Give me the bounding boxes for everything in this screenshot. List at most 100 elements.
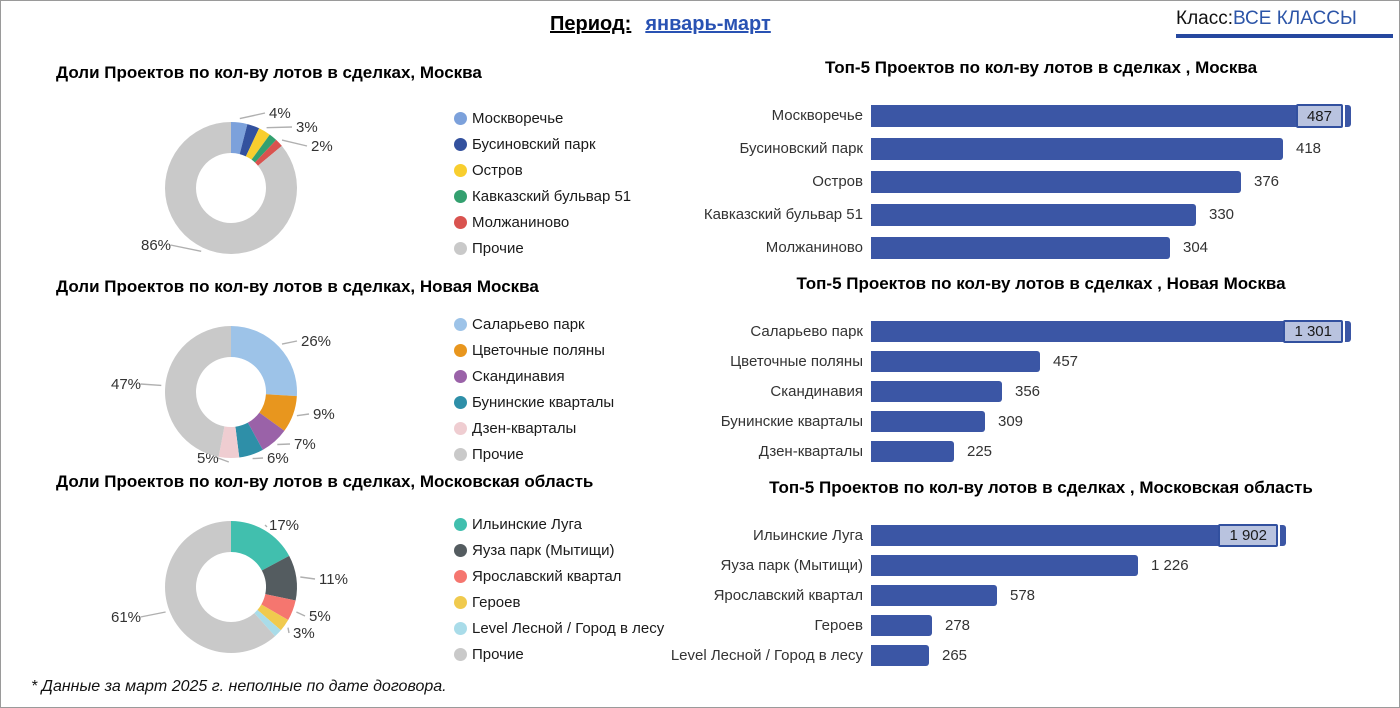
bar-category-label: Молжаниново — [765, 239, 863, 256]
legend-color-dot — [454, 595, 467, 609]
donut-chart-new-moscow[interactable]: 26% 9% 7% 6% 5% 47% — [21, 294, 461, 479]
legend-color-dot — [454, 215, 467, 229]
legend-label: Ярославский квартал — [472, 567, 622, 585]
legend-row: Прочие — [454, 641, 524, 667]
percent-label: 11% — [319, 571, 348, 588]
legend-row: Бунинские кварталы — [454, 389, 614, 415]
legend-color-dot — [454, 543, 467, 557]
bar[interactable] — [871, 204, 1196, 226]
legend-color-dot — [454, 369, 467, 383]
bar[interactable]: 1 301 — [871, 320, 1351, 343]
donut-title-moscow-region: Доли Проектов по кол-ву лотов в сделках,… — [56, 472, 594, 491]
period-value-link[interactable]: январь-март — [645, 13, 771, 35]
donut-slice[interactable] — [261, 594, 296, 620]
donut-slice[interactable] — [231, 122, 248, 155]
bar-category-label: Скандинавия — [770, 383, 863, 400]
bar-category-label: Ильинские Луга — [753, 527, 863, 544]
percent-label: 86% — [141, 237, 171, 254]
label-leader-line — [170, 244, 202, 252]
bar[interactable] — [871, 351, 1040, 372]
bar-row: Цветочные поляны 457 — [601, 351, 1391, 372]
legend-color-dot — [454, 647, 467, 661]
percent-label: 2% — [311, 138, 333, 155]
class-value-link[interactable]: ВСЕ КЛАССЫ — [1233, 8, 1357, 29]
legend-label: Саларьево парк — [472, 315, 585, 333]
label-leader-line — [266, 126, 293, 129]
label-leader-line — [296, 611, 306, 617]
donut-slice[interactable] — [231, 521, 290, 571]
bar[interactable] — [871, 138, 1283, 160]
bar-chart-new-moscow[interactable]: Саларьево парк 1 301 Цветочные поляны 457 Ск… — [601, 320, 1391, 462]
donut-slice[interactable] — [231, 326, 297, 397]
donut-title-moscow: Доли Проектов по кол-ву лотов в сделках,… — [56, 63, 482, 82]
bar[interactable]: 1 902 — [871, 524, 1286, 547]
label-leader-line — [287, 627, 290, 634]
legend-label: Яуза парк (Мытищи) — [472, 541, 615, 559]
legend-label: Дзен-кварталы — [472, 419, 577, 437]
legend-label: Молжаниново — [472, 213, 570, 231]
bar-row: Level Лесной / Город в лесу 265 — [601, 645, 1391, 666]
donut-slice[interactable] — [247, 412, 285, 450]
legend-new-moscow: Саларьево парк Цветочные поляны Скандинави… — [454, 311, 694, 467]
bar-row: Саларьево парк 1 301 — [601, 320, 1391, 343]
bar[interactable] — [871, 411, 985, 432]
bar-value-label: 457 — [1053, 353, 1079, 370]
donut-title-new-moscow: Доли Проектов по кол-ву лотов в сделках,… — [56, 277, 539, 296]
legend-color-dot — [454, 111, 467, 125]
label-leader-line — [300, 576, 316, 580]
bar-value-label: 356 — [1015, 383, 1041, 400]
bar[interactable]: 487 — [871, 104, 1351, 128]
percent-label: 3% — [296, 119, 318, 136]
bar-title-new-moscow: Топ-5 Проектов по кол-ву лотов в сделках… — [796, 274, 1286, 293]
legend-color-dot — [454, 163, 467, 177]
donut-slice[interactable] — [165, 326, 231, 457]
legend-row: Саларьево парк — [454, 311, 585, 337]
bar-value-label: 330 — [1209, 206, 1235, 223]
label-leader-line — [281, 340, 298, 345]
bar[interactable] — [871, 237, 1170, 259]
donut-slice[interactable] — [261, 555, 298, 601]
bar[interactable] — [871, 555, 1138, 576]
legend-row: Бусиновский парк — [454, 131, 596, 157]
donut-slice[interactable] — [218, 426, 240, 458]
bar-chart-moscow[interactable]: Москворечье 487 Бусиновский парк 418 Остров 3… — [601, 104, 1391, 259]
bar-value-label: 309 — [998, 413, 1024, 430]
bar-row: Кавказский бульвар 51 330 — [601, 204, 1391, 226]
donut-slice[interactable] — [165, 521, 276, 653]
bar-row: Москворечье 487 — [601, 104, 1391, 128]
donut-slice[interactable] — [254, 139, 282, 166]
legend-color-dot — [454, 189, 467, 203]
donut-slice[interactable] — [164, 121, 297, 255]
bar[interactable] — [871, 441, 954, 462]
bar[interactable] — [871, 645, 929, 666]
donut-slice[interactable] — [239, 124, 260, 157]
donut-slice[interactable] — [257, 604, 289, 631]
donut-slice[interactable] — [235, 422, 263, 458]
label-leader-line — [264, 524, 268, 528]
class-filter: Класс:ВСЕ КЛАССЫ — [1176, 8, 1393, 38]
donut-slice[interactable] — [251, 134, 277, 163]
legend-row: Молжаниново — [454, 209, 569, 235]
legend-color-dot — [454, 569, 467, 583]
legend-label: Героев — [472, 593, 521, 611]
bar-title-moscow: Топ-5 Проектов по кол-ву лотов в сделках… — [824, 58, 1258, 77]
donut-chart-moscow[interactable]: 4% 3% 2% 86% — [21, 91, 461, 291]
bar-value-box: 1 301 — [1283, 320, 1343, 343]
legend-label: Бусиновский парк — [472, 135, 596, 153]
donut-slice[interactable] — [254, 609, 281, 637]
bar[interactable] — [871, 381, 1002, 402]
donut-slice[interactable] — [245, 128, 270, 160]
legend-row: Прочие — [454, 235, 524, 261]
donut-slice[interactable] — [259, 394, 297, 431]
donut-chart-moscow-region[interactable]: 17% 11% 5% 3% 61% — [21, 489, 461, 674]
bar-category-label: Бунинские кварталы — [720, 413, 863, 430]
bar[interactable] — [871, 585, 997, 606]
legend-row: Ярославский квартал — [454, 563, 621, 589]
bar-value-label: 578 — [1010, 587, 1036, 604]
bar[interactable] — [871, 171, 1241, 193]
bar[interactable] — [871, 615, 932, 636]
legend-row: Яуза парк (Мытищи) — [454, 537, 615, 563]
bar-row: Скандинавия 356 — [601, 381, 1391, 402]
bar-chart-moscow-region[interactable]: Ильинские Луга 1 902 Яуза парк (Мытищи) 1 2… — [601, 524, 1391, 666]
